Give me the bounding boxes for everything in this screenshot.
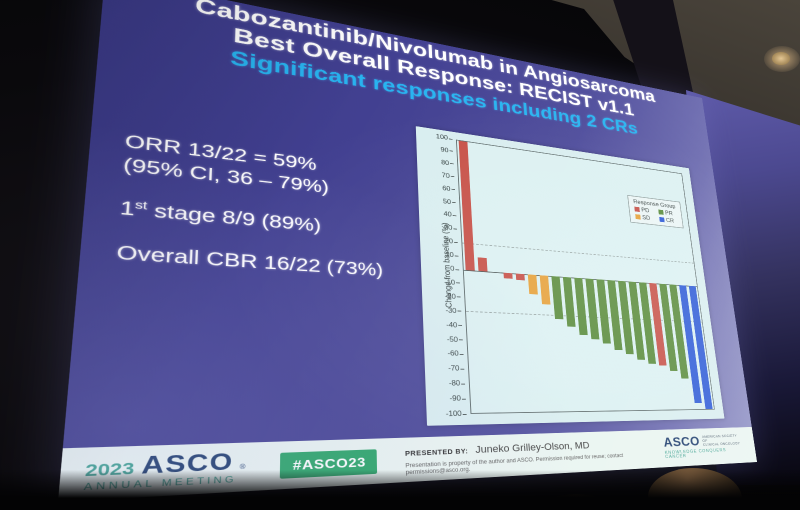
y-tick-mark: [448, 138, 453, 140]
response-stats: ORR 13/22 = 59% (95% CI, 36 – 79%) 1st s…: [115, 131, 425, 286]
y-tick-label: -40: [445, 320, 458, 329]
y-tick-mark: [459, 353, 464, 355]
y-tick-mark: [452, 215, 457, 217]
y-tick-mark: [458, 339, 463, 341]
waterfall-bar-pd-2: [477, 257, 488, 272]
y-tick-label: -80: [448, 379, 461, 388]
legend-entry-cr: CR: [658, 216, 678, 224]
y-tick-label: -10: [444, 278, 456, 287]
y-tick-mark: [454, 255, 459, 257]
room-floor-shadow: [0, 470, 800, 510]
reference-line-20: [462, 242, 694, 264]
legend-swatch-pr: [657, 209, 664, 215]
legend-label-pd: PD: [640, 206, 650, 214]
legend-swatch-pd: [633, 206, 640, 212]
y-tick-label: 50: [442, 197, 452, 206]
y-tick-label: 20: [444, 237, 454, 246]
y-tick-mark: [455, 268, 460, 270]
y-tick-mark: [456, 282, 460, 284]
y-tick-label: -60: [447, 349, 459, 358]
y-tick-80: 80: [441, 159, 454, 167]
asco-society-wordmark: ASCO: [662, 434, 701, 450]
y-tick--100: -100: [446, 410, 467, 418]
y-tick-mark: [454, 241, 458, 243]
y-tick--20: -20: [444, 292, 461, 301]
y-tick-100: 100: [435, 132, 453, 142]
y-tick-60: 60: [442, 184, 456, 193]
y-tick-label: 90: [440, 146, 449, 154]
asco-society-logo: ASCO AMERICAN SOCIETY OF CLINICAL ONCOLO…: [663, 434, 745, 460]
asco-motto: KNOWLEDGE CONQUERS CANCER: [664, 447, 727, 460]
asco-society-line2: CLINICAL ONCOLOGY: [702, 441, 741, 447]
waterfall-bar-sd-7: [539, 275, 551, 305]
waterfall-bar-pd-5: [515, 273, 526, 281]
y-tick--50: -50: [446, 335, 463, 344]
y-tick-label: -30: [445, 306, 457, 315]
y-tick--10: -10: [444, 278, 460, 287]
legend-label-sd: SD: [641, 214, 651, 222]
waterfall-bar-sd-6: [527, 274, 539, 295]
y-tick--80: -80: [448, 379, 466, 388]
plot-area: Response Group PD PR SD CR: [455, 139, 715, 414]
y-tick--30: -30: [445, 306, 462, 315]
y-tick-30: 30: [444, 223, 458, 233]
y-tick-label: 60: [442, 184, 451, 193]
y-tick-label: -100: [445, 409, 462, 418]
y-tick-label: -20: [444, 292, 457, 301]
legend-label-pr: PR: [664, 209, 674, 217]
y-tick-label: 70: [441, 171, 450, 180]
y-tick-mark: [450, 163, 454, 165]
y-tick-mark: [450, 176, 455, 178]
y-tick-mark: [456, 296, 461, 298]
y-tick-label: 40: [443, 210, 452, 219]
waterfall-bar-pd-4: [503, 272, 513, 279]
legend-label-cr: CR: [665, 216, 675, 224]
presented-by-label: PRESENTED BY:: [404, 448, 469, 458]
y-tick-40: 40: [443, 210, 457, 219]
y-tick--70: -70: [447, 364, 465, 373]
y-tick-0: 0: [450, 264, 460, 273]
y-tick-label: 10: [445, 250, 454, 259]
y-tick-mark: [453, 228, 458, 230]
recessed-light: [772, 52, 790, 65]
waterfall-bar-pd-1: [458, 140, 476, 271]
y-tick-mark: [458, 324, 463, 326]
y-tick-50: 50: [442, 197, 456, 206]
y-tick-mark: [457, 310, 462, 312]
chart-legend: Response Group PD PR SD CR: [626, 194, 684, 229]
waterfall-bar-pr-8: [551, 276, 564, 320]
y-tick-10: 10: [445, 250, 459, 259]
y-tick-label: -90: [449, 394, 462, 403]
y-tick-label: 80: [440, 158, 450, 167]
y-tick-mark: [449, 150, 454, 152]
y-tick-label: -50: [446, 335, 459, 344]
legend-swatch-cr: [658, 216, 665, 223]
y-tick-20: 20: [444, 237, 458, 246]
waterfall-chart: Change from baseline (%) 100 90 80 70 60 50 40…: [415, 126, 725, 426]
y-tick-label: 30: [444, 223, 453, 232]
y-tick-70: 70: [441, 171, 455, 180]
y-tick--90: -90: [449, 394, 466, 403]
y-tick-mark: [460, 368, 465, 370]
presenter-name: Juneko Grilley-Olson, MD: [475, 440, 590, 456]
y-tick-mark: [452, 201, 456, 204]
y-tick-mark: [451, 188, 456, 191]
y-tick-label: -70: [447, 364, 460, 373]
y-tick-mark: [461, 383, 466, 385]
y-tick--40: -40: [445, 320, 463, 329]
y-tick-90: 90: [440, 146, 454, 155]
y-tick-mark: [462, 413, 467, 415]
legend-entry-sd: SD: [634, 213, 654, 222]
y-tick-label: 100: [435, 132, 449, 142]
y-tick-mark: [461, 398, 466, 400]
legend-swatch-sd: [634, 213, 641, 220]
y-tick--60: -60: [447, 349, 464, 358]
y-tick-label: 0: [450, 264, 455, 273]
